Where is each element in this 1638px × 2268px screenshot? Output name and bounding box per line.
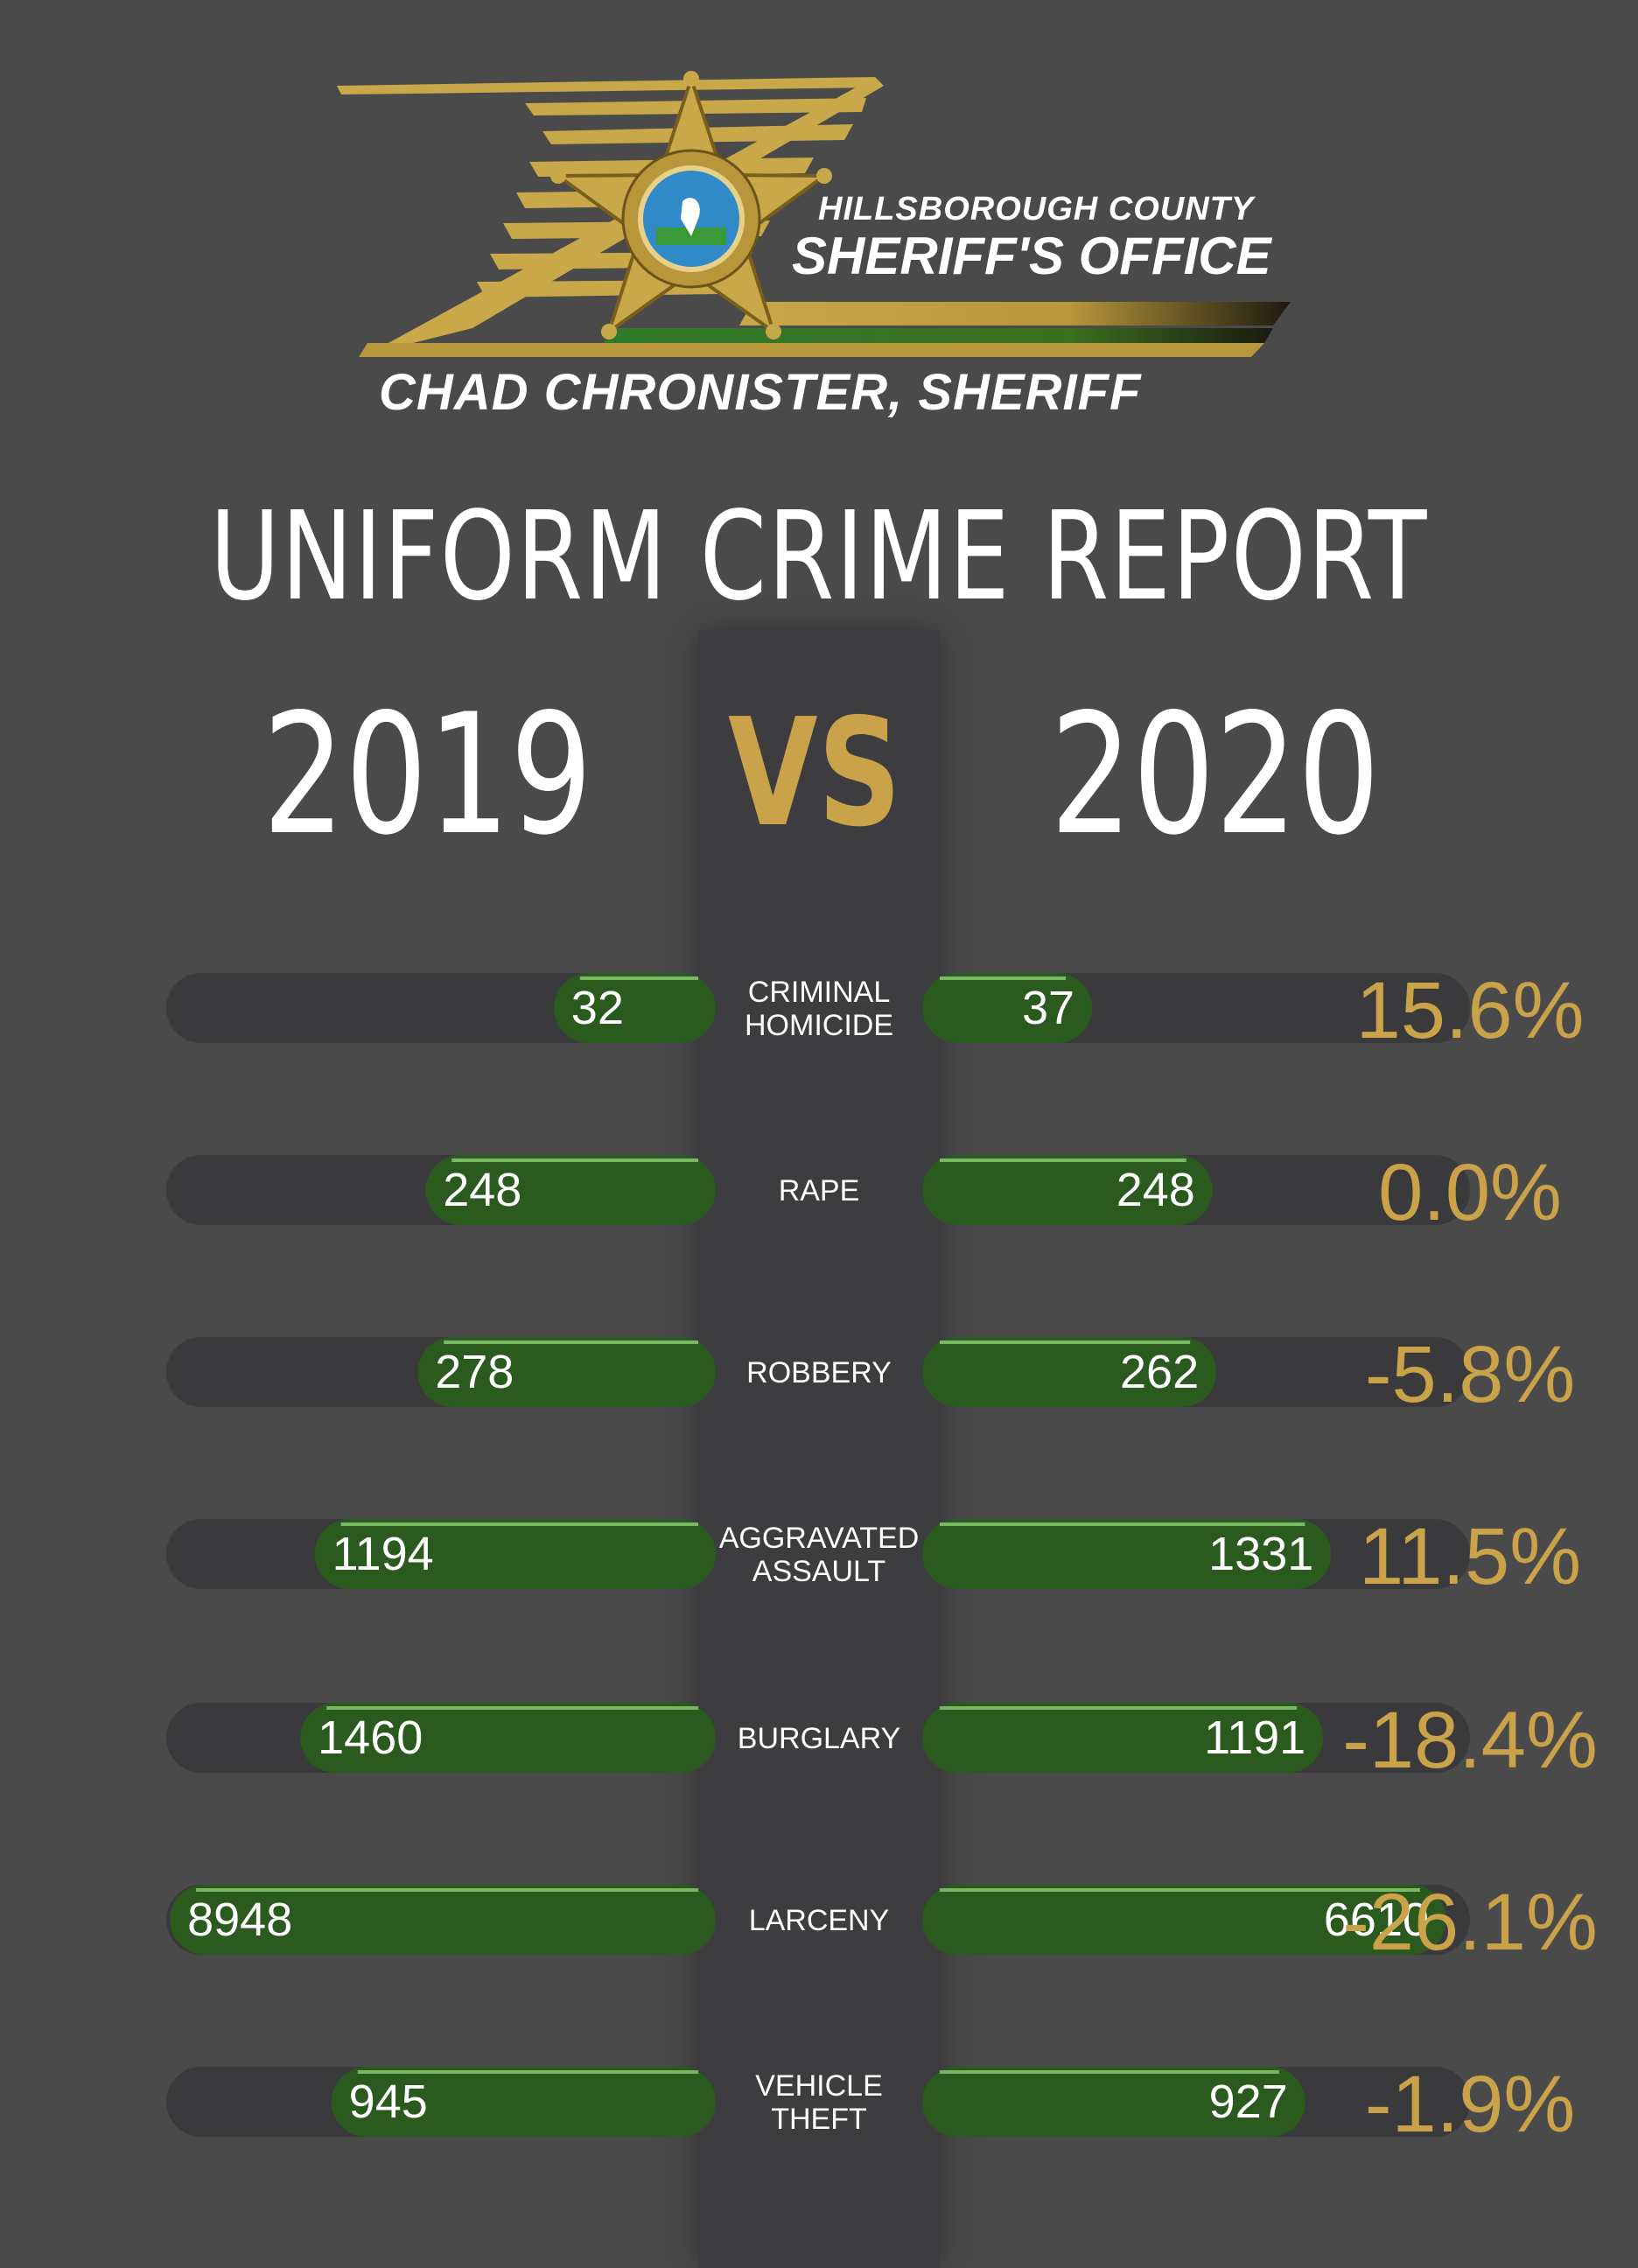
category-label: VEHICLE bbox=[755, 2069, 883, 2103]
value-label-2020: 37 bbox=[1022, 982, 1074, 1034]
value-label-2020: 1331 bbox=[1208, 1528, 1313, 1580]
value-label-2019: 32 bbox=[571, 982, 624, 1034]
bar-2019-highlight bbox=[357, 2070, 698, 2074]
center-column bbox=[698, 630, 940, 2268]
category-label: CRIMINAL bbox=[748, 976, 890, 1009]
bar-2020 bbox=[922, 1519, 1332, 1589]
value-label-2019: 945 bbox=[349, 2076, 428, 2128]
bar-2020 bbox=[922, 2067, 1306, 2137]
bar-2020-highlight bbox=[940, 1158, 1186, 1162]
bar-2020-highlight bbox=[940, 1706, 1298, 1710]
bar-2019 bbox=[331, 2067, 716, 2137]
value-label-2020: 1191 bbox=[1204, 1712, 1306, 1764]
logo-swoosh bbox=[337, 71, 1291, 357]
bar-2020 bbox=[922, 1885, 1446, 1955]
bar-2019-highlight bbox=[196, 1888, 699, 1892]
percent-change: 15.6% bbox=[1356, 966, 1585, 1055]
category-label: LARCENY bbox=[749, 1904, 890, 1937]
value-label-2020: 262 bbox=[1120, 1346, 1199, 1398]
bar-2019 bbox=[417, 1337, 716, 1407]
category-label: HOMICIDE bbox=[745, 1009, 893, 1042]
agency-name-line2: SHERIFF'S OFFICE bbox=[792, 227, 1271, 285]
bar-2019 bbox=[553, 973, 716, 1043]
category-label: ASSAULT bbox=[752, 1555, 886, 1588]
value-label-2020: 248 bbox=[1116, 1164, 1195, 1216]
year-right: 2020 bbox=[1050, 678, 1381, 872]
agency-name-line1: HILLSBOROUGH COUNTY bbox=[818, 191, 1255, 228]
bar-2020 bbox=[922, 973, 1093, 1043]
bar-2020-highlight bbox=[940, 976, 1067, 980]
bar-2019-highlight bbox=[340, 1522, 698, 1526]
value-label-2019: 1460 bbox=[318, 1712, 423, 1764]
bar-2020-highlight bbox=[940, 2070, 1279, 2074]
vs-label: VS bbox=[728, 687, 902, 860]
bar-2020 bbox=[922, 1155, 1213, 1225]
bar-2019 bbox=[425, 1155, 716, 1225]
percent-change: 0.0% bbox=[1378, 1148, 1562, 1237]
value-label-2019: 248 bbox=[443, 1164, 522, 1216]
percent-change: -1.9% bbox=[1365, 2060, 1575, 2149]
category-label: RAPE bbox=[779, 1174, 860, 1208]
percent-change: -26.1% bbox=[1342, 1878, 1598, 1967]
bar-2020-highlight bbox=[940, 1888, 1420, 1892]
bar-2020-highlight bbox=[940, 1340, 1191, 1344]
value-label-2019: 278 bbox=[435, 1346, 514, 1398]
percent-change: -18.4% bbox=[1342, 1696, 1598, 1785]
value-label-2020: 6610 bbox=[1324, 1894, 1429, 1946]
category-label: AGGRAVATED bbox=[719, 1522, 920, 1555]
percent-change: 11.5% bbox=[1359, 1512, 1581, 1601]
bar-2019-highlight bbox=[326, 1706, 698, 1710]
report-title: UNIFORM CRIME REPORT bbox=[209, 486, 1429, 628]
value-label-2019: 1194 bbox=[332, 1528, 434, 1580]
bar-2019 bbox=[314, 1519, 716, 1589]
bar-2019 bbox=[170, 1885, 717, 1955]
sheriff-name: CHAD CHRONISTER, SHERIFF bbox=[379, 364, 1142, 421]
bar-2020-highlight bbox=[940, 1522, 1306, 1526]
category-label: THEFT bbox=[771, 2103, 867, 2136]
year-left: 2019 bbox=[262, 678, 593, 872]
bar-2020 bbox=[922, 1337, 1217, 1407]
bar-2019-highlight bbox=[452, 1158, 698, 1162]
value-label-2019: 8948 bbox=[187, 1894, 292, 1946]
category-label: ROBBERY bbox=[746, 1356, 892, 1390]
category-label: BURGLARY bbox=[738, 1722, 900, 1755]
bar-2020 bbox=[922, 1703, 1324, 1773]
bar-2019-highlight bbox=[579, 976, 698, 980]
sheriff-star-badge-icon bbox=[550, 71, 832, 340]
bar-2019 bbox=[300, 1703, 716, 1773]
percent-change: -5.8% bbox=[1365, 1330, 1575, 1419]
bar-2019-highlight bbox=[444, 1340, 698, 1344]
value-label-2020: 927 bbox=[1209, 2076, 1288, 2128]
